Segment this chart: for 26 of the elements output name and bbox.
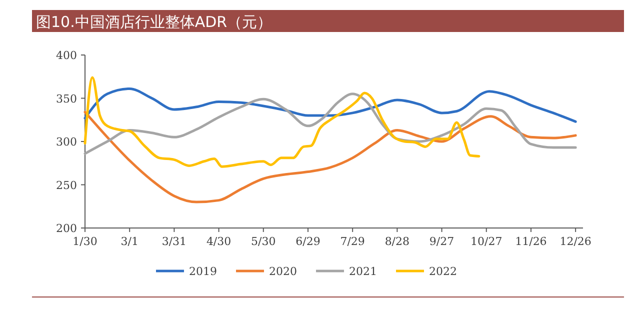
y-tick-label: 200 (56, 222, 77, 235)
legend-label: 2020 (269, 265, 297, 278)
x-tick-label: 10/27 (470, 235, 502, 248)
x-tick-label: 5/30 (251, 235, 276, 248)
line-series (84, 110, 577, 204)
x-tick-label: 11/26 (515, 235, 547, 248)
x-tick-label: 1/30 (72, 235, 98, 248)
y-tick-label: 300 (56, 136, 77, 148)
x-tick-label: 4/30 (206, 235, 232, 248)
x-tick-label: 3/1 (120, 235, 138, 248)
y-tick-label: 400 (56, 49, 77, 62)
y-tick-label: 250 (56, 178, 77, 192)
line-series (84, 76, 480, 168)
x-tick-label: 3/31 (162, 235, 187, 248)
legend-label: 2019 (189, 265, 217, 278)
line-series (84, 92, 577, 155)
line-series (84, 87, 577, 123)
y-tick-label: 350 (56, 92, 77, 106)
x-tick-label: 8/28 (384, 235, 410, 248)
chart-title: 图10.中国酒店行业整体ADR（元） (36, 13, 272, 31)
x-tick-label: 6/29 (296, 235, 320, 248)
legend-label: 2022 (429, 265, 457, 278)
legend-label: 2021 (349, 265, 377, 278)
x-tick-label: 9/27 (429, 235, 454, 248)
x-tick-label: 12/26 (560, 235, 592, 248)
x-tick-label: 7/29 (340, 235, 365, 248)
